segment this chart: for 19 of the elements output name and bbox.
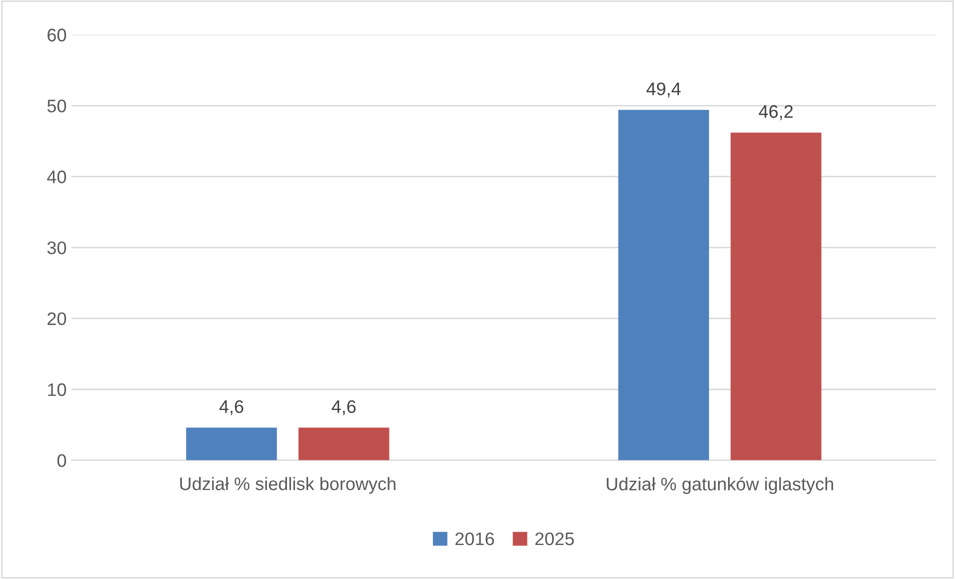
bar: [618, 110, 710, 460]
y-tick-label: 50: [47, 100, 66, 112]
legend-label: 2025: [535, 532, 574, 546]
data-label: 4,6: [332, 400, 356, 416]
data-label: 49,4: [646, 82, 681, 98]
data-label: 4,6: [219, 400, 244, 416]
y-tick-label: 10: [48, 383, 66, 396]
bar: [730, 132, 822, 460]
legend-label: 2016: [455, 532, 494, 546]
y-tick-label: 30: [47, 241, 66, 254]
y-tick-label: 40: [47, 170, 66, 184]
x-tick-label: Udział % gatunków iglastych: [606, 476, 834, 494]
y-tick-label: 0: [57, 454, 66, 468]
data-label: 46,2: [758, 105, 793, 120]
bar: [298, 428, 390, 460]
y-tick-label: 20: [48, 312, 66, 326]
x-tick-label: Udział % siedlisk borowych: [180, 476, 396, 494]
y-tick-label: 60: [48, 28, 66, 42]
bar: [186, 428, 277, 460]
